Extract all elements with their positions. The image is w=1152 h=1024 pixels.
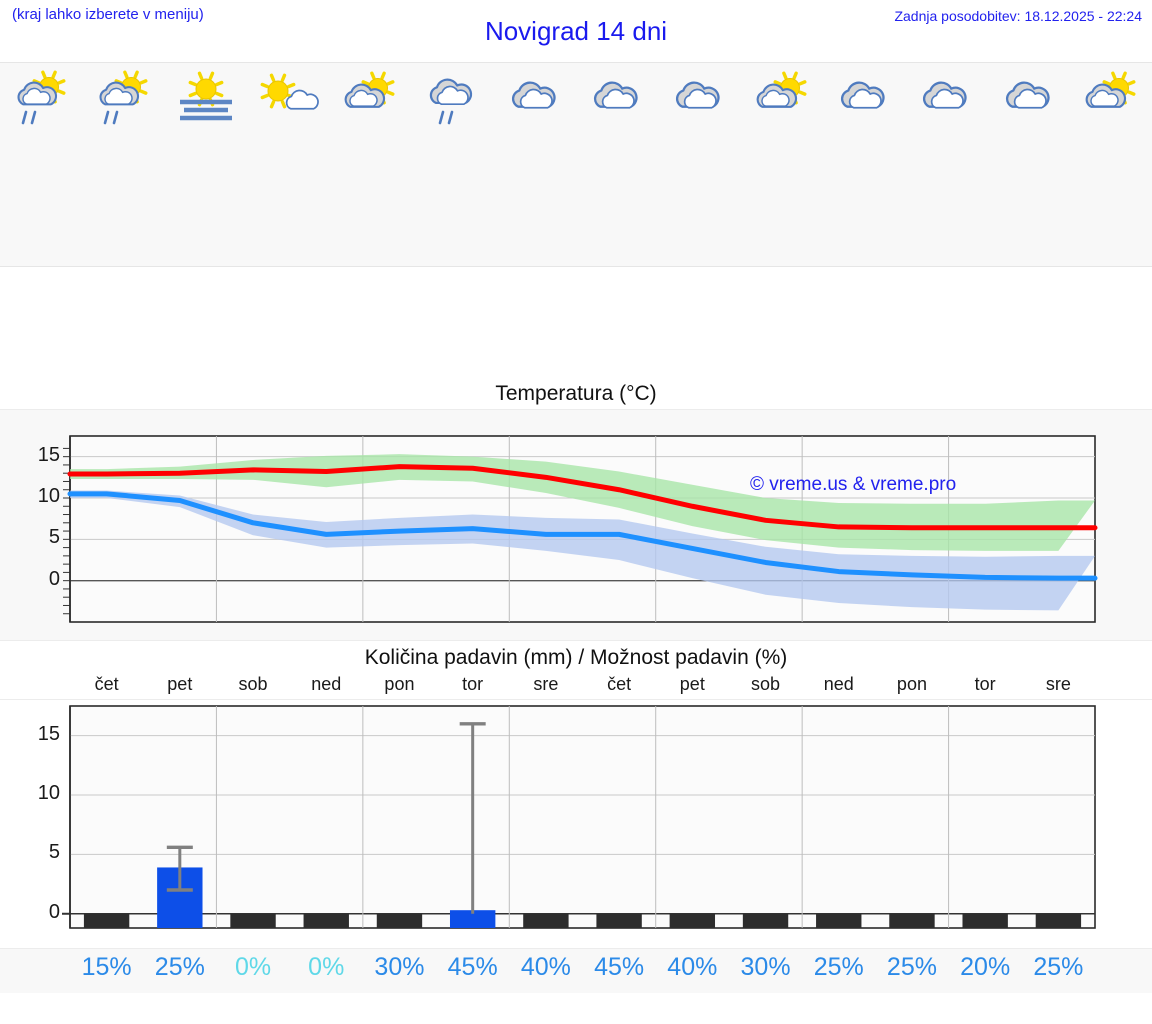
rain-cloud-icon [417, 70, 489, 126]
precipitation-probability: 40% [520, 953, 571, 981]
cloudy-icon [828, 70, 900, 126]
cloudy-icon [663, 70, 735, 126]
spacer-band [0, 267, 1152, 377]
precipitation-probability: 25% [886, 953, 937, 981]
precipitation-probability: 25% [154, 953, 205, 981]
precipitation-probability: 40% [667, 953, 718, 981]
temperature-chart-title: Temperatura (°C) [0, 377, 1152, 409]
cloudy-icon [910, 70, 982, 126]
daily-forecast-strip [0, 62, 1152, 267]
day-column[interactable] [658, 63, 740, 266]
precipitation-day-labels: čet pet sob ned pon tor sre čet pet sob ned pon tor s… [0, 673, 1152, 699]
day-column[interactable] [741, 63, 823, 266]
cloudy-icon [499, 70, 571, 126]
precipitation-probability: 25% [1033, 953, 1084, 981]
cloud-sun-icon [746, 70, 818, 126]
day-column[interactable] [494, 63, 576, 266]
precipitation-chart-panel: 15 10 5 0 [0, 699, 1152, 949]
temperature-chart-panel: 15 10 5 0 © vreme.us & vreme.pro [0, 409, 1152, 641]
temperature-y-tick-label: 15 [37, 443, 60, 466]
day-column[interactable] [247, 63, 329, 266]
page-header: (kraj lahko izberete v meniju) Novigrad … [0, 0, 1152, 62]
cloud-sun-icon [334, 70, 406, 126]
day-column[interactable] [411, 63, 493, 266]
rain-sun-icon [5, 70, 77, 126]
precipitation-probability: 0% [234, 953, 272, 981]
precipitation-probability: 45% [447, 953, 498, 981]
footer-spacer [0, 993, 1152, 1024]
day-column[interactable] [165, 63, 247, 266]
precipitation-day-label: sob [238, 674, 268, 694]
precipitation-probability: 25% [813, 953, 864, 981]
sun-cloud-icon [252, 70, 324, 126]
temperature-chart-svg [63, 435, 1098, 623]
day-column[interactable] [0, 63, 82, 266]
precipitation-day-label: pet [167, 674, 193, 694]
precipitation-day-label: čet [94, 674, 119, 694]
day-column[interactable] [329, 63, 411, 266]
day-column[interactable] [905, 63, 987, 266]
temperature-y-tick-label: 10 [37, 485, 60, 507]
precipitation-day-label: ned [823, 674, 854, 694]
precipitation-probability: 0% [308, 953, 345, 981]
precipitation-day-label: pet [679, 674, 705, 694]
precipitation-day-label: pon [384, 674, 415, 694]
precipitation-y-tick-label: 10 [37, 782, 60, 805]
menu-hint-text: (kraj lahko izberete v meniju) [12, 6, 204, 23]
precipitation-day-label: tor [974, 674, 996, 694]
precipitation-probability-row: 15% 25% 0% 0% 30% 45% 40% 45% 40% 30% 25% 25% 20% 25% [0, 949, 1152, 993]
cloudy-icon [581, 70, 653, 126]
precipitation-probability: 45% [594, 953, 645, 981]
cloudy-icon [993, 70, 1065, 126]
watermark-text: © vreme.us & vreme.pro [750, 474, 957, 495]
precipitation-day-label: ned [311, 674, 342, 694]
precipitation-chart-title: Količina padavin (mm) / Možnost padavin … [0, 641, 1152, 673]
last-updated-text: Zadnja posodobitev: 18.12.2025 - 22:24 [894, 8, 1142, 24]
precipitation-day-label: čet [607, 674, 632, 694]
precipitation-day-label: sre [533, 674, 559, 694]
precipitation-y-tick-label: 5 [48, 841, 60, 864]
precipitation-y-tick-label: 15 [37, 722, 60, 745]
precipitation-probability: 30% [740, 953, 791, 981]
rain-sun-icon [87, 70, 159, 126]
precipitation-day-label: sob [751, 674, 781, 694]
cloud-sun-icon [1075, 70, 1147, 126]
day-column[interactable] [987, 63, 1069, 266]
day-column[interactable] [823, 63, 905, 266]
fog-sun-icon [170, 70, 242, 126]
temperature-y-tick-label: 0 [48, 567, 60, 590]
precipitation-probability: 30% [374, 953, 425, 981]
day-column[interactable] [576, 63, 658, 266]
precipitation-chart-svg [62, 705, 1096, 929]
precipitation-day-label: tor [462, 674, 484, 694]
precipitation-day-label: pon [896, 674, 927, 694]
precipitation-probability: 20% [960, 953, 1011, 981]
page-title: Novigrad 14 dni [484, 16, 668, 46]
day-column[interactable] [1070, 63, 1152, 266]
day-column[interactable] [82, 63, 164, 266]
precipitation-probability: 15% [81, 953, 132, 981]
temperature-y-tick-label: 5 [48, 526, 60, 549]
precipitation-day-label: sre [1045, 674, 1071, 694]
precipitation-y-tick-label: 0 [48, 900, 60, 923]
